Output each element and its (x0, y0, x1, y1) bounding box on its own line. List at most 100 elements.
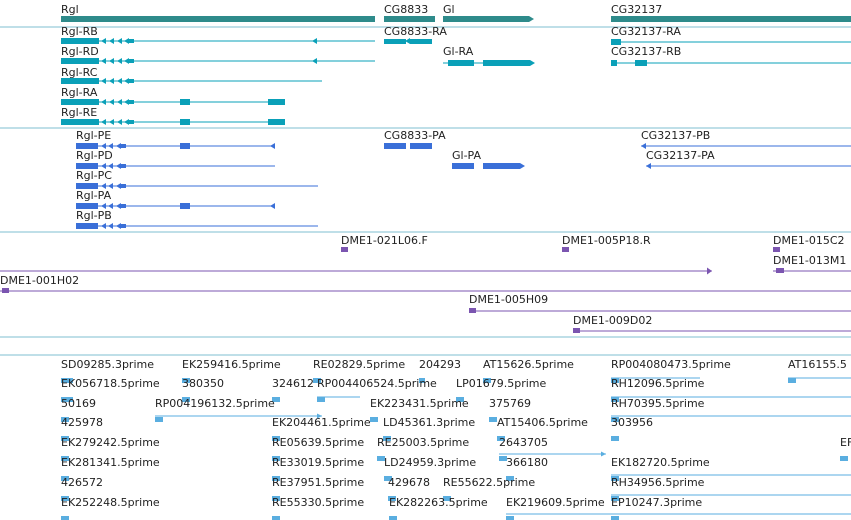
strand-arrow-left (117, 119, 122, 125)
clone-label: DME1-009D02 (573, 314, 652, 327)
exon-block (120, 144, 126, 148)
gene-label: CG8833 (384, 3, 428, 16)
strand-arrow-left (101, 203, 106, 209)
exon-block (313, 378, 321, 383)
exon-block (443, 16, 529, 22)
exon-block (128, 120, 134, 124)
est-label: LD24959.3prime (384, 456, 476, 469)
exon-block (272, 476, 280, 481)
strand-arrow-left (108, 223, 113, 229)
strand-arrow-left (116, 223, 121, 229)
strand-arrow-left (101, 58, 106, 64)
strand-arrow-left (101, 143, 106, 149)
exon-block (61, 516, 69, 520)
exon-block (120, 184, 126, 188)
strand-arrow-left (109, 38, 114, 44)
est-label: 2643705 (499, 436, 548, 449)
strand-arrow-right (529, 16, 534, 22)
transcript-label: CG32137-RA (611, 25, 681, 38)
exon-block (456, 397, 464, 402)
exon-block (180, 99, 190, 105)
exon-block (61, 58, 99, 64)
clone-label: DME1-015C2 (773, 234, 845, 247)
strand-arrow-left (108, 163, 113, 169)
strand-arrow-left (124, 99, 129, 105)
exon-block (128, 39, 134, 43)
strand-arrow-left (109, 99, 114, 105)
protein-label: CG32137-PB (641, 129, 710, 142)
exon-block (410, 143, 432, 149)
exon-block (483, 163, 520, 169)
est-label: AT15406.5prime (497, 416, 588, 429)
transcript-label: Rgl-RE (61, 106, 97, 119)
strand-arrow-left (108, 143, 113, 149)
est-label: EK259416.5prime (182, 358, 281, 371)
exon-block (120, 164, 126, 168)
est-label: RE33019.5prime (272, 456, 364, 469)
clone-label: DME1-013M1 (773, 254, 846, 267)
exon-block (773, 247, 780, 252)
strand-arrow-left (124, 58, 129, 64)
strand-arrow-left (405, 38, 410, 44)
exon-block (776, 268, 784, 273)
exon-block (268, 119, 285, 125)
exon-block (128, 100, 134, 104)
est-label: RP004080473.5prime (611, 358, 731, 371)
est-label: RE25003.5prime (377, 436, 469, 449)
exon-block (341, 247, 348, 252)
est-label: 324612 (272, 377, 314, 390)
est-label: 303956 (611, 416, 653, 429)
est-label: EK282263.5prime (389, 496, 488, 509)
est-label: LP01679.5prime (456, 377, 547, 390)
strand-arrow-right (520, 163, 525, 169)
exon-block (489, 417, 497, 422)
gene-label: Rgl (61, 3, 79, 16)
exon-block (272, 397, 280, 402)
est-label: RE37951.5prime (272, 476, 364, 489)
exon-block (452, 163, 474, 169)
exon-block (611, 397, 619, 402)
strand-arrow-left (116, 183, 121, 189)
exon-block (61, 16, 375, 22)
exon-block (2, 288, 9, 293)
strand-arrow-left (101, 38, 106, 44)
strand-arrow-left (117, 38, 122, 44)
est-label: 366180 (506, 456, 548, 469)
exon-block (61, 476, 69, 481)
est-label: 429678 (388, 476, 430, 489)
strand-arrow-left (101, 119, 106, 125)
exon-block (61, 78, 99, 84)
est-label: RP004406524.5prime (317, 377, 437, 390)
exon-block (272, 516, 280, 520)
strand-arrow-left (116, 203, 121, 209)
exon-block (611, 417, 619, 422)
transcript-label: Rgl-RC (61, 66, 98, 79)
est-label: 375769 (489, 397, 531, 410)
protein-label: Rgl-PE (76, 129, 111, 142)
exon-block (383, 436, 391, 441)
transcript-label: Gl-RA (443, 45, 474, 58)
clone-label: DME1-021L06.F (341, 234, 428, 247)
exon-block (272, 496, 280, 501)
protein-label: Rgl-PC (76, 169, 112, 182)
est-label: EF (840, 436, 851, 449)
exon-block (128, 79, 134, 83)
exon-block (469, 308, 476, 313)
exon-block (611, 436, 619, 441)
est-label: 204293 (419, 358, 461, 371)
exon-block (483, 378, 491, 383)
strand-arrow-left (124, 78, 129, 84)
exon-block (76, 223, 98, 229)
strand-arrow-left (117, 99, 122, 105)
exon-block (182, 397, 190, 402)
strand-arrow-left (312, 58, 317, 64)
exon-block (180, 119, 190, 125)
exon-block (76, 203, 98, 209)
strand-arrow-left (646, 163, 651, 169)
exon-block (61, 417, 69, 422)
exon-block (384, 39, 406, 44)
exon-block (76, 163, 98, 169)
exon-block (61, 119, 99, 125)
